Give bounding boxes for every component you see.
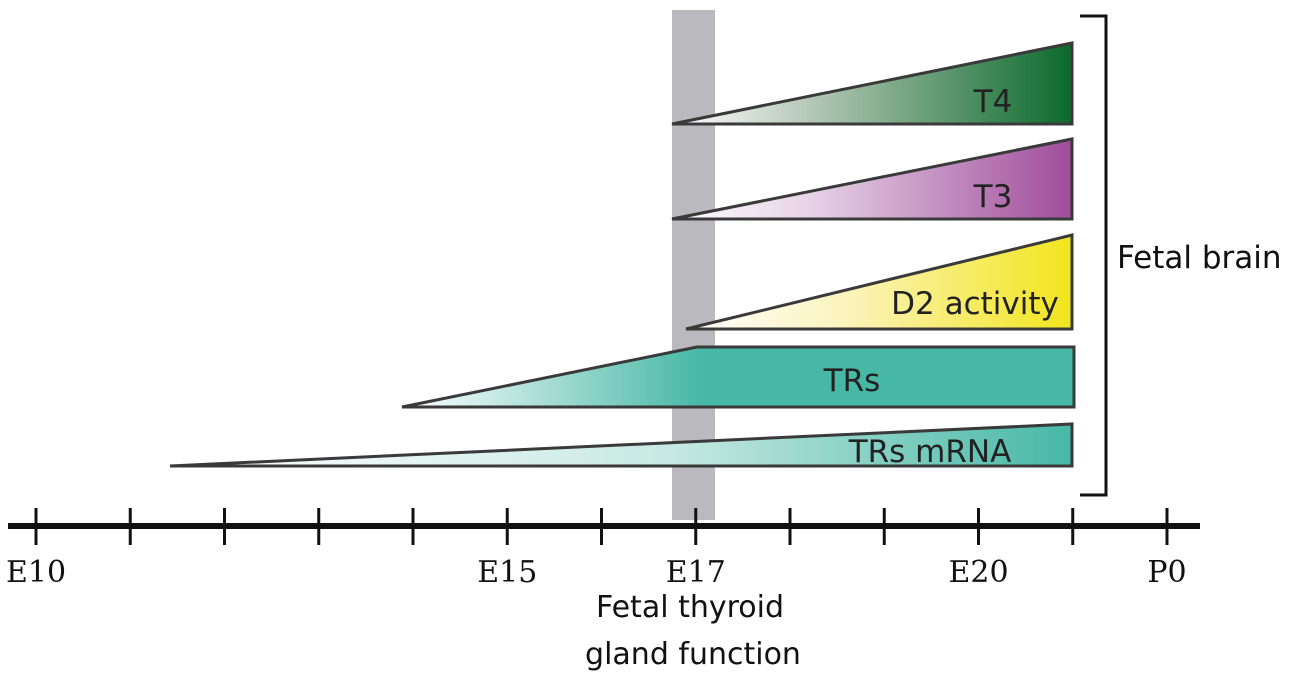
t3-label: T3 [973,179,1013,215]
timeline-tick-label: E20 [948,555,1008,590]
timeline-ticks: E10 E15 E17 E20 P0 [6,508,1187,590]
d2-activity-wedge [685,233,1074,331]
fetal-thyroid-marker-band [672,10,715,520]
t4-wedge [671,41,1074,126]
thyroid-caption-line1: Fetal thyroid [596,590,784,625]
timeline-tick-label: E10 [6,555,66,590]
timeline-tick-label: E15 [477,555,537,590]
timeline-tick-label: P0 [1147,555,1186,590]
trs-wedge [401,345,1076,409]
trs-mrna-label: TRs mRNA [848,434,1012,470]
trs-label: TRs [823,363,881,399]
fetal-brain-label: Fetal brain [1117,240,1282,276]
thyroid-caption-line2: gland function [585,637,801,672]
trs-mrna-wedge [169,422,1074,468]
timeline-tick-label: E17 [666,555,726,590]
t3-wedge [671,137,1074,221]
t4-label: T4 [973,84,1013,120]
fetal-brain-bracket [1080,14,1108,497]
d2-activity-label: D2 activity [891,286,1059,322]
